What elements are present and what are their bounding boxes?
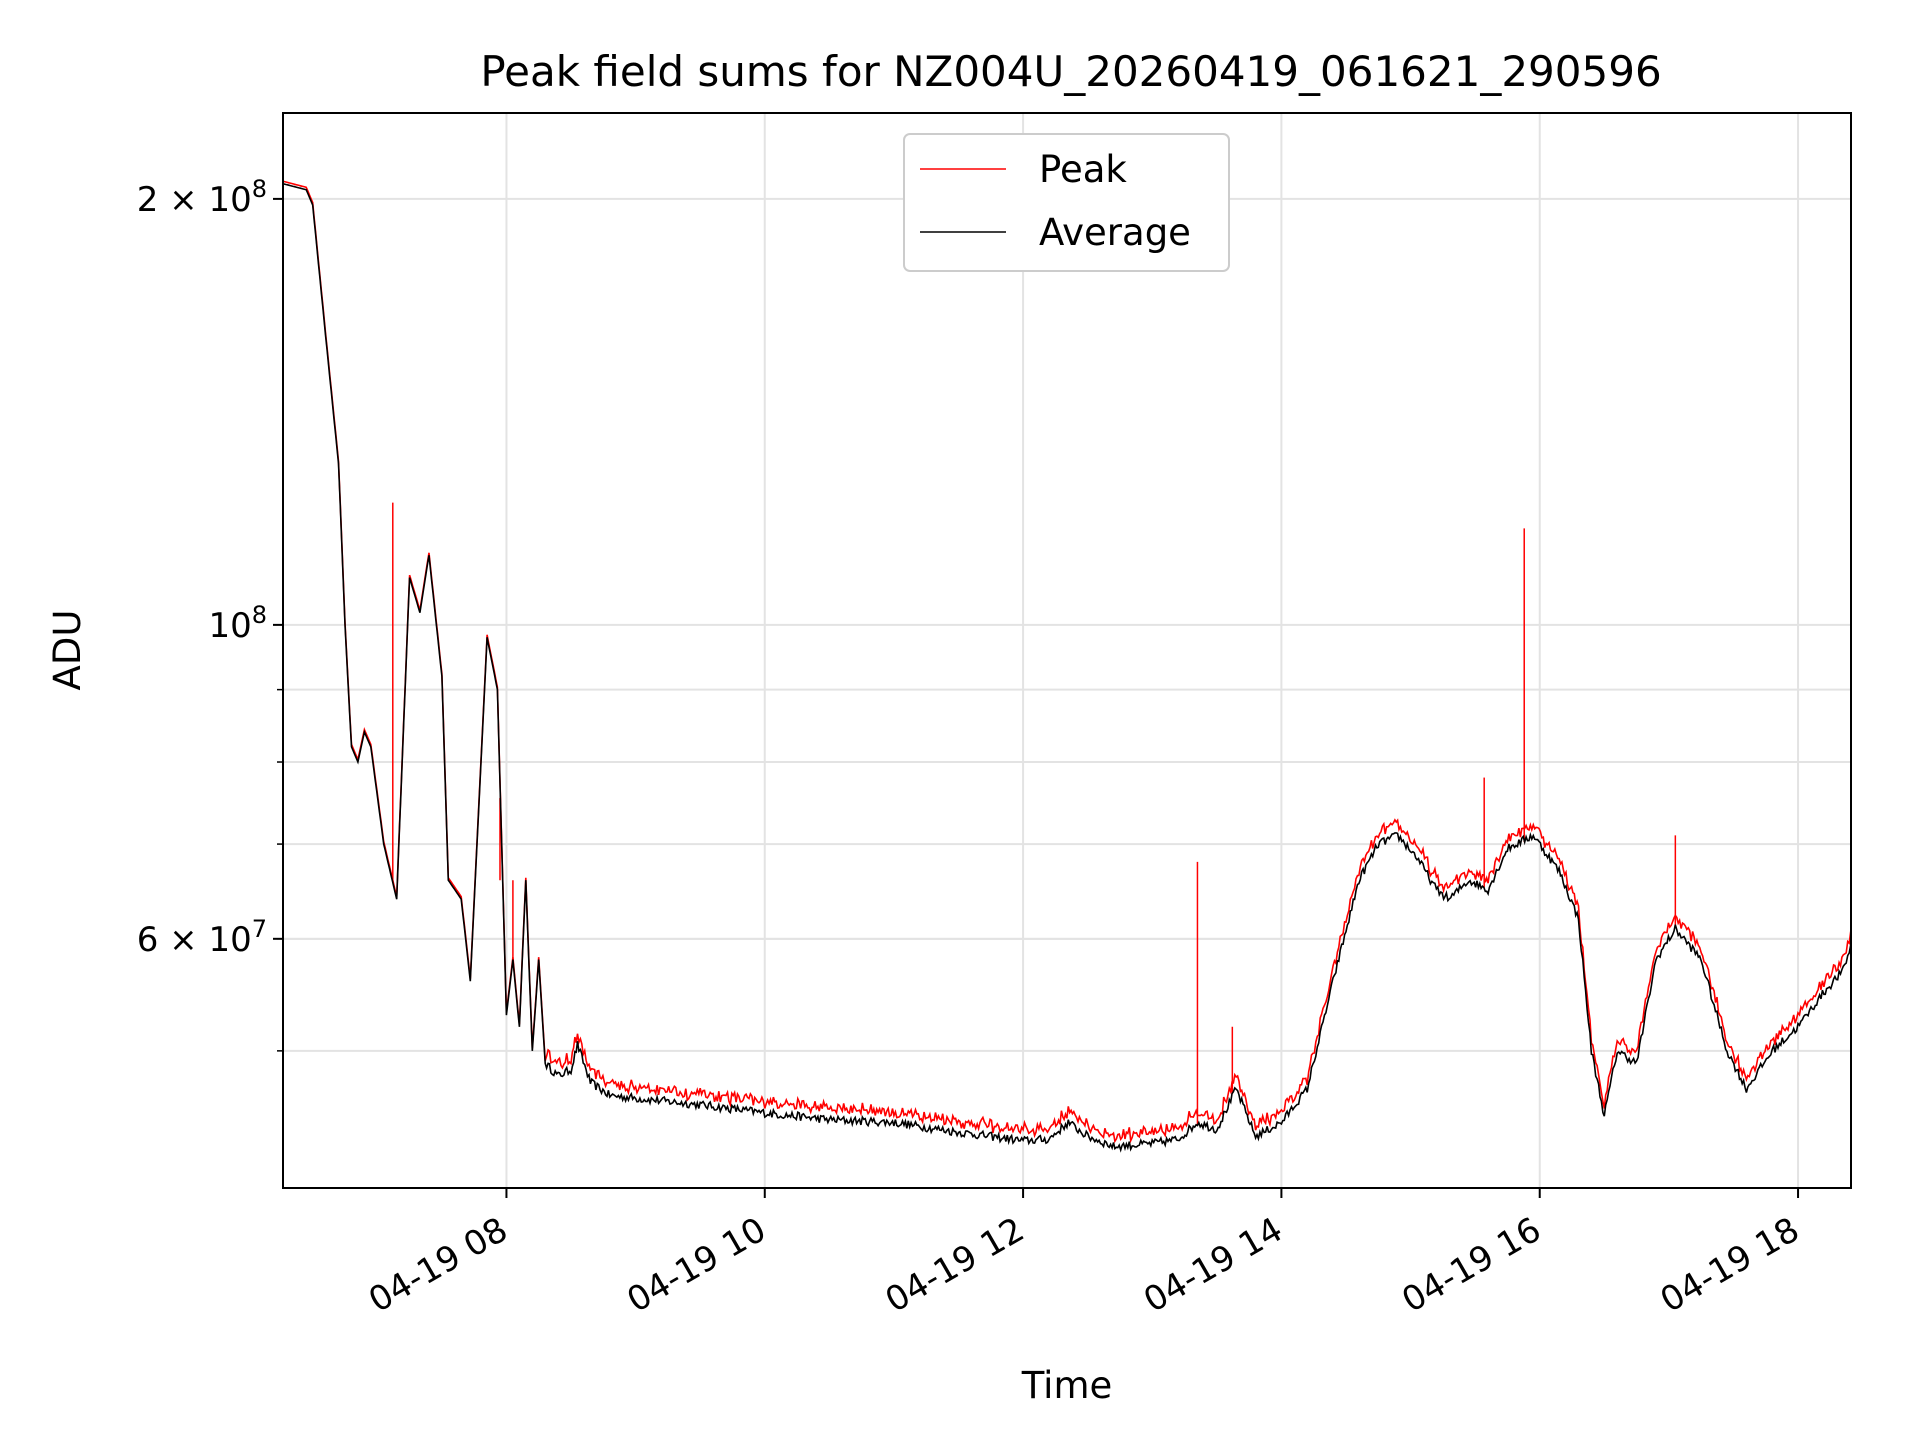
chart-title: Peak field sums for NZ004U_20260419_0616… [480, 47, 1661, 96]
x-axis-label: Time [1021, 1364, 1113, 1407]
y-tick-label: 108 [208, 601, 267, 646]
grid [283, 113, 1851, 1188]
y-tick-label: 6 × 107 [137, 915, 267, 960]
y-axis-label: ADU [46, 610, 89, 691]
series-group [283, 180, 1851, 1153]
axes-frame [282, 112, 1852, 1189]
y-axis: 108 2 × 108 6 × 107 [137, 175, 283, 1052]
peak-series-line [283, 180, 1851, 1144]
legend-peak-label: Peak [1039, 148, 1127, 191]
legend: Peak Average [903, 133, 1230, 272]
legend-average-label: Average [1039, 211, 1191, 254]
y-tick-label: 2 × 108 [137, 175, 267, 220]
average-series-line [283, 182, 1851, 1153]
plot-area [283, 180, 1851, 1153]
